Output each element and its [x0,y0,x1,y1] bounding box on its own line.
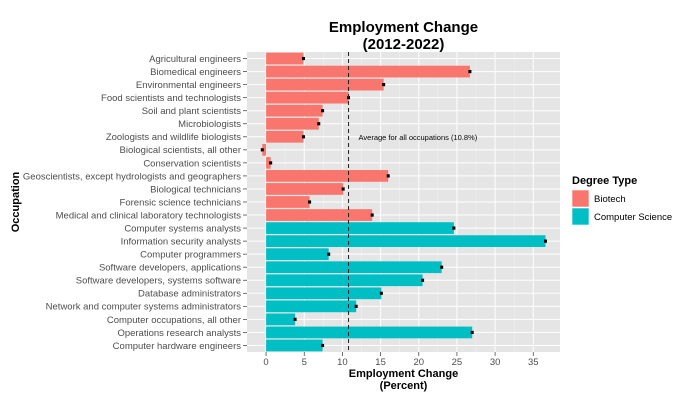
bar [266,235,546,247]
bar-end-marker [321,343,325,348]
y-tick-label: Conservation scientists [143,158,241,169]
bar-end-marker [341,187,345,191]
bar [266,313,296,326]
bar [266,157,271,169]
x-tick-label: 30 [490,357,501,368]
y-axis: Agricultural engineers Biomedical enginee… [10,54,247,352]
x-tick-label: 15 [375,357,386,368]
bar [266,248,329,261]
bar-end-marker [386,174,390,178]
x-axis-title: (Percent) [380,380,428,392]
bar [266,52,304,65]
y-tick-label: Software developers, applications [99,263,241,274]
bar-end-marker [260,148,264,152]
bar [266,183,344,195]
bar [266,261,442,274]
y-tick-label: Computer programmers [140,250,241,261]
bar [266,209,373,221]
x-tick-label: 10 [337,357,348,368]
bar-end-marker [354,304,358,308]
x-axis-title: Employment Change [349,368,458,380]
bar [266,287,382,300]
legend-title: Degree Type [572,175,637,187]
bar-end-marker [269,161,273,165]
y-tick-label: Biological scientists, all other [120,145,241,156]
bar [266,222,454,234]
y-tick-label: Medical and clinical laboratory technolo… [56,210,242,221]
bar-end-marker [370,213,374,217]
y-tick-label: Environmental engineers [136,80,241,91]
bar-end-marker [293,317,297,321]
bar-end-marker [421,278,425,282]
bars [260,52,547,352]
bar-end-marker [470,330,474,335]
y-tick-label: Biomedical engineers [150,67,241,78]
chart-title: Employment Change [329,19,478,36]
legend-label: Computer Science [594,212,672,223]
chart-titles: Employment Change(2012-2022) [329,19,478,53]
chart-subtitle: (2012-2022) [363,36,445,53]
y-tick-label: Zoologists and wildlife biologists [106,132,241,143]
bar [262,143,267,156]
y-axis-title: Occupation [10,171,22,232]
y-tick-label: Operations research analysts [117,328,241,339]
x-tick-label: 20 [413,357,424,368]
bar [266,130,304,143]
bar [266,117,319,130]
bar [266,78,384,91]
bar-end-marker [543,239,547,243]
bar [266,196,310,208]
bar-end-marker [379,291,383,295]
y-tick-label: Network and computer systems administrat… [46,302,242,313]
bar [266,170,389,182]
bar-end-marker [308,200,312,204]
legend-swatch [571,207,590,226]
y-tick-label: Computer occupations, all other [107,315,241,326]
reference-line-group: Average for all occupations (10.8%) [348,52,478,352]
bar [266,104,323,117]
x-axis: 0 5 10 15 20 25 30 35 Employment Change(Percent) [263,352,539,392]
y-tick-label: Information security analysts [121,237,242,248]
bar-end-marker [452,226,456,230]
y-tick-label: Soil and plant scientists [142,106,242,117]
bar-end-marker [327,252,331,256]
bar [266,274,423,287]
bar [266,339,323,352]
y-tick-label: Food scientists and technologists [101,93,241,104]
average-annotation: Average for all occupations (10.8%) [359,133,478,142]
bar-end-marker [301,56,305,61]
bar-end-marker [301,135,305,139]
y-tick-label: Software developers, systems software [76,276,241,287]
x-tick-label: 35 [528,357,539,368]
x-tick-label: 25 [452,357,463,368]
x-tick-label: 0 [263,357,268,368]
bar-end-marker [468,69,472,74]
y-tick-label: Forensic science technicians [120,197,242,208]
bar-end-marker [382,83,386,87]
y-tick-label: Computer systems analysts [124,223,241,234]
y-tick-label: Biological technicians [150,184,241,195]
y-tick-label: Computer hardware engineers [113,341,242,352]
bar [266,300,357,313]
bar [266,91,349,104]
bar-end-marker [440,265,444,269]
x-tick-label: 5 [302,357,307,368]
legend-label: Biotech [594,194,626,205]
y-tick-label: Agricultural engineers [149,54,241,65]
legend-swatch [571,189,590,208]
bar-end-marker [321,109,325,113]
y-tick-label: Database administrators [138,289,241,300]
y-tick-label: Geoscientists, except hydrologists and g… [23,171,241,182]
bar-end-marker [317,122,321,126]
bar [266,326,473,339]
bar [266,65,470,78]
y-tick-label: Microbiologists [178,119,241,130]
legend: Degree Type Biotech Computer Science [571,175,672,226]
